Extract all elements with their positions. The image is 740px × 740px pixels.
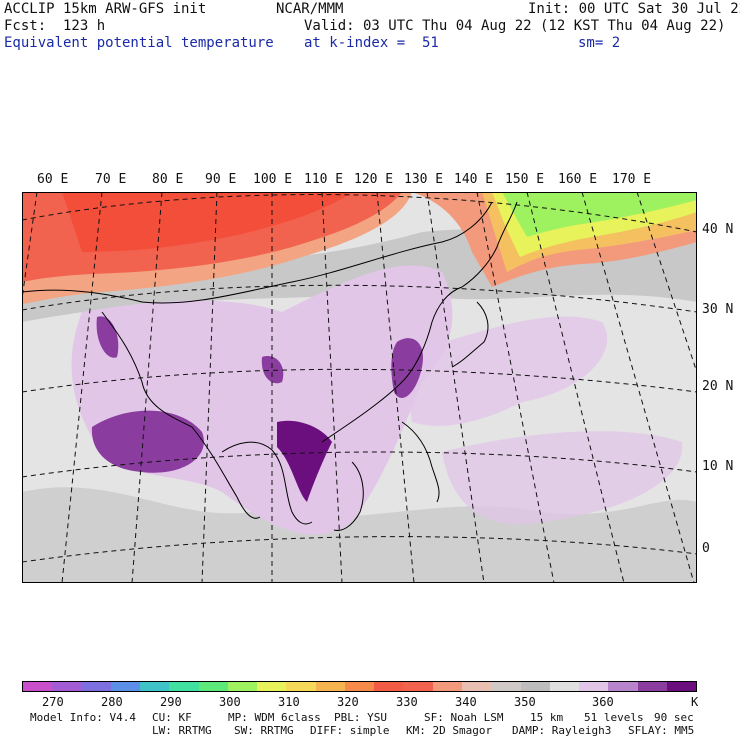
footer-item: SW: RRTMG — [234, 724, 294, 737]
colorbar-swatch — [461, 682, 492, 691]
init-time: Init: 00 UTC Sat 30 Jul 22 — [528, 1, 740, 17]
coastlines — [22, 201, 518, 531]
model-title: ACCLIP 15km ARW-GFS init — [4, 1, 207, 17]
colorbar-tick: 280 — [101, 695, 123, 709]
level-label: at k-index = 51 — [304, 35, 439, 51]
field-name: Equivalent potential temperature — [4, 35, 274, 51]
colorbar-swatch — [549, 682, 580, 691]
warm-zone-green — [502, 192, 697, 237]
lat-label: 20 N — [702, 379, 734, 394]
lon-label: 120 E — [354, 172, 394, 187]
colorbar-swatch — [227, 682, 258, 691]
lat-label: 10 N — [702, 459, 734, 474]
colorbar-tick: 360 — [592, 695, 614, 709]
lon-label: 60 E — [37, 172, 69, 187]
colorbar-swatch — [169, 682, 199, 691]
moist-region-pacific — [402, 316, 608, 426]
lon-label: 160 E — [558, 172, 598, 187]
lon-label: 130 E — [404, 172, 444, 187]
smoothing-label: sm= 2 — [578, 35, 621, 51]
footer-item: Model Info: V4.4 — [30, 711, 136, 724]
lon-label: 100 E — [253, 172, 293, 187]
high-thetae-east-china — [391, 338, 423, 398]
footer-item: CU: KF — [152, 711, 192, 724]
footer-item: KM: 2D Smagor — [406, 724, 493, 737]
colorbar-swatch — [520, 682, 550, 691]
footer-item: 90 sec — [654, 711, 694, 724]
footer-item: SF: Noah LSM — [424, 711, 504, 724]
lon-label: 140 E — [454, 172, 494, 187]
footer-item: 15 km — [530, 711, 564, 724]
colorbar-swatch — [110, 682, 141, 691]
lat-label: 30 N — [702, 302, 734, 317]
colorbar-tick: 300 — [219, 695, 241, 709]
colorbar-swatch — [52, 682, 82, 691]
footer-item: SFLAY: MM5 — [628, 724, 695, 737]
colorbar-swatch — [608, 682, 638, 691]
colorbar-unit: K — [691, 695, 699, 709]
forecast-hour: Fcst: 123 h — [4, 18, 106, 34]
lon-label: 110 E — [304, 172, 344, 187]
colorbar-tick: 350 — [514, 695, 536, 709]
colorbar-tick: 310 — [278, 695, 300, 709]
valid-time: Valid: 03 UTC Thu 04 Aug 22 (12 KST Thu … — [304, 18, 726, 34]
colorbar-swatch — [666, 682, 697, 691]
colorbar-tick: 340 — [455, 695, 477, 709]
footer-item: LW: RRTMG — [152, 724, 212, 737]
colorbar-tick: 290 — [160, 695, 182, 709]
colorbar-swatch — [579, 682, 609, 691]
org-label: NCAR/MMM — [276, 1, 344, 17]
footer-item: 51 levels — [584, 711, 644, 724]
lon-label: 170 E — [612, 172, 652, 187]
footer-item: MP: WDM 6class — [228, 711, 321, 724]
colorbar-swatch — [637, 682, 667, 691]
lat-label: 40 N — [702, 222, 734, 237]
lat-label: 0 — [702, 541, 710, 556]
high-thetae-sichuan — [261, 356, 284, 384]
colorbar-swatch — [286, 682, 316, 691]
lon-label: 70 E — [95, 172, 127, 187]
colorbar-swatch — [491, 682, 521, 691]
colorbar-swatch — [81, 682, 111, 691]
colorbar-swatch — [374, 682, 404, 691]
colorbar-swatch — [140, 682, 170, 691]
colorbar-tick: 270 — [42, 695, 64, 709]
colorbar-tick: 320 — [337, 695, 359, 709]
high-thetae-bengal — [91, 410, 204, 473]
lon-label: 80 E — [152, 172, 184, 187]
high-thetae-scs — [277, 420, 332, 502]
lon-label: 150 E — [505, 172, 545, 187]
theta-e-map — [22, 192, 697, 583]
footer-item: DAMP: Rayleigh3 — [512, 724, 612, 737]
colorbar — [22, 681, 697, 692]
colorbar-swatch — [198, 682, 228, 691]
footer-item: PBL: YSU — [334, 711, 387, 724]
footer-item: DIFF: simple — [310, 724, 390, 737]
colorbar-swatch — [23, 682, 53, 691]
graticule — [22, 192, 697, 583]
colorbar-swatch — [344, 682, 375, 691]
colorbar-swatch — [257, 682, 287, 691]
lon-label: 90 E — [205, 172, 237, 187]
warm-zone-core — [62, 192, 352, 252]
colorbar-swatch — [403, 682, 433, 691]
colorbar-swatch — [315, 682, 345, 691]
colorbar-tick: 330 — [396, 695, 418, 709]
map-frame — [22, 192, 697, 583]
colorbar-swatch — [432, 682, 462, 691]
